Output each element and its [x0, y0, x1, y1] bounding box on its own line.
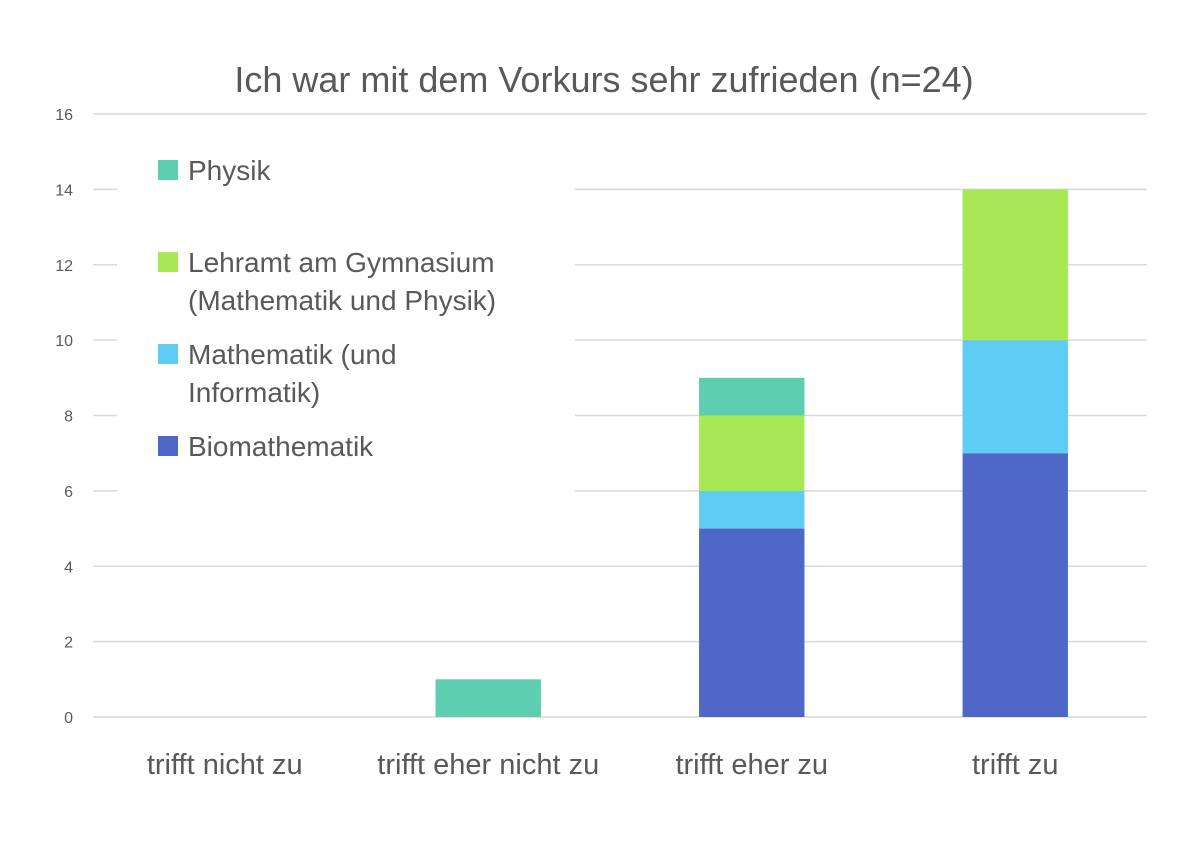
y-tick-label: 14: [55, 182, 73, 199]
legend-label: Informatik): [188, 377, 320, 408]
legend-entry: Biomathematik: [158, 431, 374, 462]
bar-segment-mathematik-und-informatik: [699, 490, 805, 529]
y-tick-label: 2: [64, 635, 73, 652]
legend-swatch: [158, 160, 178, 180]
bar-segment-biomathematik: [962, 453, 1068, 717]
legend-label: Biomathematik: [188, 431, 374, 462]
legend-label: Lehramt am Gymnasium: [188, 247, 495, 278]
y-tick-label: 12: [55, 258, 73, 275]
y-tick-label: 16: [55, 107, 73, 124]
legend-swatch: [158, 252, 178, 272]
bars: [435, 189, 1068, 717]
legend-entry: Lehramt am Gymnasium (Mathematik und Phys…: [158, 247, 496, 316]
x-axis-ticks: trifft nicht zu trifft eher nicht zu triff…: [147, 749, 1059, 781]
bar-segment-lehramt-am-gymnasium-mathematik-und-physik: [962, 189, 1068, 341]
x-tick-label: trifft eher nicht zu: [377, 749, 599, 781]
legend-swatch: [158, 436, 178, 456]
legend-label: Physik: [188, 155, 271, 186]
legend-swatch: [158, 344, 178, 364]
bar-segment-mathematik-und-informatik: [962, 340, 1068, 454]
x-tick-label: trifft eher zu: [675, 749, 828, 781]
y-axis-ticks: 0 2 4 6 8 10 12 14 16: [55, 107, 73, 727]
legend-label: Mathematik (und: [188, 339, 397, 370]
bar-segment-biomathematik: [699, 528, 805, 717]
bar-segment-physik: [699, 377, 805, 416]
bar-segment-physik: [435, 679, 541, 717]
legend-entry: Mathematik (und Informatik): [158, 339, 397, 408]
y-tick-label: 4: [64, 559, 73, 576]
y-tick-label: 10: [55, 333, 73, 350]
bar-segment-lehramt-am-gymnasium-mathematik-und-physik: [699, 415, 805, 491]
y-tick-label: 0: [64, 710, 73, 727]
y-tick-label: 8: [64, 409, 73, 426]
y-tick-label: 6: [64, 484, 73, 501]
chart-title: Ich war mit dem Vorkurs sehr zufrieden (…: [234, 59, 973, 100]
legend-label: (Mathematik und Physik): [188, 285, 496, 316]
x-tick-label: trifft zu: [972, 749, 1059, 781]
legend-entry: Physik: [158, 155, 271, 186]
legend: Physik Lehramt am Gymnasium (Mathematik un…: [158, 155, 496, 462]
x-tick-label: trifft nicht zu: [147, 749, 303, 781]
